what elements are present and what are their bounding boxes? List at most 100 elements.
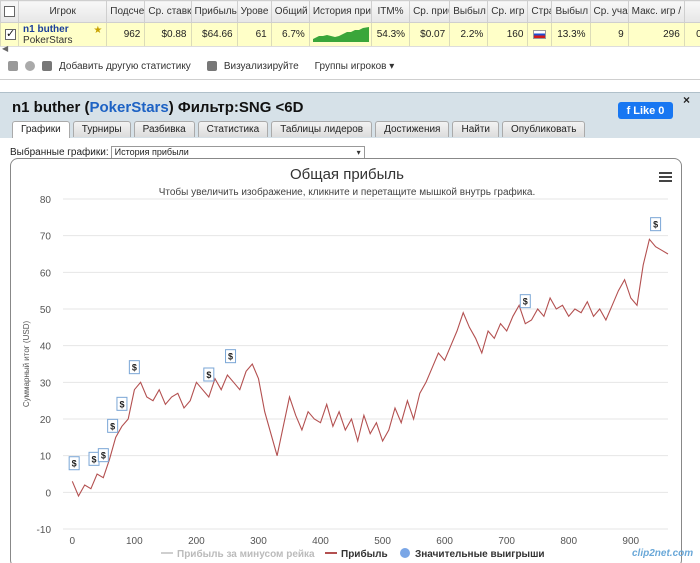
stats-table: Игрок Подсче Ср. ставк Прибыль Урове Общ… <box>0 0 700 47</box>
profit-line <box>71 238 669 498</box>
page-title: n1 buther (PokerStars) Фильтр:SNG <6D <box>12 99 303 116</box>
tab-publish[interactable]: Опубликовать <box>502 121 586 137</box>
add-stats-button[interactable]: Добавить другую статистику <box>59 60 191 72</box>
graph-select-value: История прибыли <box>114 147 189 157</box>
column-header[interactable]: Стра <box>527 0 553 23</box>
column-header[interactable]: Выбыл <box>551 0 591 23</box>
table-cell: 9 <box>589 22 629 47</box>
table-cell: 2.2% <box>449 22 489 47</box>
column-header[interactable]: Ср. игр <box>487 0 529 23</box>
column-header[interactable]: Макс. игр / ... <box>627 0 685 23</box>
column-header[interactable]: Прибыль <box>190 0 238 23</box>
column-header[interactable]: Ср. уча <box>589 0 629 23</box>
big-win-marker-label: $ <box>101 451 106 461</box>
sparkline-chart <box>312 27 369 42</box>
tab-find[interactable]: Найти <box>452 121 500 137</box>
big-win-marker-label: $ <box>119 399 124 409</box>
player-detail-panel: n1 buther (PokerStars) Фильтр:SNG <6D f … <box>0 92 700 563</box>
select-all-checkbox[interactable] <box>0 0 20 23</box>
title-room-link[interactable]: PokerStars <box>89 99 169 116</box>
y-tick-label: 0 <box>45 488 51 499</box>
menu-icon <box>659 172 672 174</box>
y-tick-label: 60 <box>40 268 52 279</box>
column-header[interactable]: Игрок <box>18 0 108 23</box>
big-win-marker <box>519 294 531 309</box>
x-tick-label: 800 <box>560 536 577 547</box>
tab-leaderboards[interactable]: Таблицы лидеров <box>271 121 373 137</box>
big-win-marker <box>116 396 128 411</box>
y-tick-label: -10 <box>37 525 52 536</box>
russia-flag-icon <box>533 29 547 39</box>
tab-charts[interactable]: Графики <box>12 121 70 138</box>
legend-item-profit: Прибыль <box>341 548 388 560</box>
table-cell: $0.07 <box>409 22 451 47</box>
column-header[interactable]: История приб <box>308 0 372 23</box>
column-header[interactable] <box>683 0 700 23</box>
x-tick-label: 400 <box>312 536 329 547</box>
facebook-icon: f <box>626 104 631 117</box>
tab-tournaments[interactable]: Турниры <box>72 121 131 137</box>
close-icon[interactable]: × <box>683 93 691 107</box>
sparkline-area <box>312 27 369 42</box>
column-header[interactable]: ITM% <box>370 0 411 23</box>
y-tick-label: 10 <box>40 452 52 463</box>
y-tick-label: 20 <box>40 415 52 426</box>
big-win-marker <box>128 360 140 375</box>
y-tick-label: 30 <box>40 378 52 389</box>
table-cell: $64.66 <box>190 22 238 47</box>
x-tick-label: 0 <box>70 536 76 547</box>
column-header[interactable]: Подсче <box>106 0 146 23</box>
big-win-marker <box>68 456 80 471</box>
tab-statistics[interactable]: Статистика <box>197 121 269 137</box>
big-win-marker <box>225 349 237 364</box>
big-win-marker-label: $ <box>72 459 77 469</box>
table-row[interactable]: n1 buther PokerStars ★ 962 $0.88 $64.66 … <box>0 22 700 47</box>
room-name: PokerStars <box>23 34 73 46</box>
table-cell: 61 <box>236 22 272 47</box>
like-label: Like 0 <box>633 104 665 117</box>
column-header[interactable]: Урове <box>236 0 272 23</box>
big-win-marker <box>650 217 662 232</box>
table-cell: 0.1 <box>683 22 700 47</box>
y-tick-label: 70 <box>40 232 52 243</box>
x-tick-label: 200 <box>188 536 205 547</box>
chart-container[interactable]: Общая прибыль Чтобы увеличить изображение… <box>10 158 682 563</box>
player-groups-dropdown[interactable]: Группы игроков ▾ <box>315 61 395 72</box>
big-win-marker <box>97 448 109 463</box>
menu-icon <box>659 176 672 178</box>
chart-subtitle: Чтобы увеличить изображение, кликните и … <box>159 186 536 198</box>
tab-breakdown[interactable]: Разбивка <box>133 121 195 137</box>
x-tick-label: 700 <box>498 536 515 547</box>
profit-chart[interactable]: Общая прибыль Чтобы увеличить изображение… <box>11 159 682 563</box>
title-filter: Фильтр:SNG <6D <box>177 99 304 116</box>
tab-achievements[interactable]: Достижения <box>375 121 450 137</box>
row-checkbox[interactable] <box>0 22 20 47</box>
chevron-down-icon: ▾ <box>356 148 361 157</box>
table-cell: 54.3% <box>370 22 411 47</box>
x-tick-label: 100 <box>126 536 143 547</box>
refresh-icon[interactable] <box>25 61 35 71</box>
x-tick-label: 900 <box>622 536 639 547</box>
column-header[interactable]: Общий R <box>270 0 310 23</box>
column-header[interactable]: Ср. ставк <box>144 0 192 23</box>
visualize-button[interactable]: Визуализируйте <box>223 60 299 72</box>
big-win-marker-label: $ <box>228 352 233 362</box>
x-tick-label: 500 <box>374 536 391 547</box>
trash-icon[interactable] <box>8 61 18 71</box>
stats-panel: Игрок Подсче Ср. ставк Прибыль Урове Общ… <box>0 0 700 80</box>
scroll-left-arrow-icon[interactable]: ◀ <box>2 44 9 53</box>
player-name-link[interactable]: n1 buther <box>23 23 69 35</box>
big-win-marker-label: $ <box>653 220 658 230</box>
chevron-down-icon: ▾ <box>389 60 395 72</box>
table-toolbar: Добавить другую статистику Визуализируйт… <box>0 58 394 74</box>
facebook-like-button[interactable]: f Like 0 <box>618 102 673 119</box>
title-open-paren: ( <box>84 99 90 116</box>
star-icon: ★ <box>93 25 103 36</box>
column-header[interactable]: Выбыл <box>449 0 489 23</box>
horizontal-scrollbar[interactable]: ◀ <box>0 44 700 54</box>
y-axis-label: Суммарный итог (USD) <box>22 321 31 408</box>
x-tick-label: 600 <box>436 536 453 547</box>
legend-item-big-wins: Значительные выигрыши <box>415 549 545 560</box>
player-cell[interactable]: n1 buther PokerStars ★ <box>18 22 108 47</box>
column-header[interactable]: Ср. приб <box>409 0 451 23</box>
